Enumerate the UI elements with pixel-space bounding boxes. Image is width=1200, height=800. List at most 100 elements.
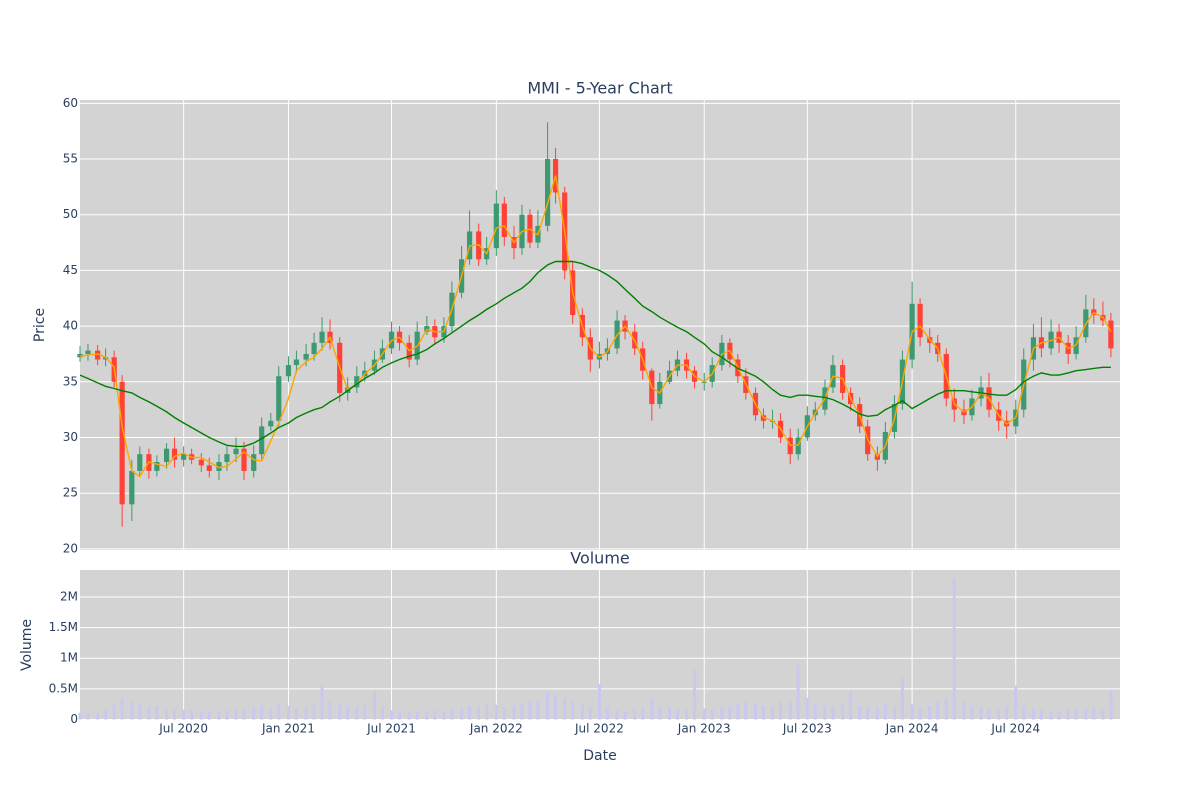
volume-bar [182,709,186,720]
y-tick-label: 0.5M [49,681,78,695]
volume-bar [536,702,540,720]
candle-body [129,470,135,505]
volume-bar [944,698,948,720]
x-tick-label: Jul 2022 [574,722,624,736]
candle-body [224,454,230,463]
volume-bar [78,712,82,720]
volume-bar [286,706,290,720]
candle-body [259,426,265,455]
volume-bar [520,703,524,720]
moving-average-line [79,175,1112,478]
x-tick-label: Jan 2022 [469,722,523,736]
volume-bar [962,702,966,720]
volume-bar [952,578,956,720]
candle-body [268,420,274,427]
volume-bar [546,691,550,720]
volume-bar [450,709,454,720]
candle-body [545,159,551,226]
volume-bar [597,683,601,720]
candle-body [251,454,257,471]
volume-bar [910,704,914,720]
y-axis-title: Price [32,308,48,342]
volume-bar [728,706,732,720]
candle-body [181,454,187,460]
volume-bar [675,709,679,720]
x-tick-label: Jul 2020 [158,722,208,736]
volume-bar [225,710,229,720]
candle-body [103,357,109,360]
volume-bar [979,707,983,720]
volume-bar [320,685,324,720]
candle-body [303,353,309,360]
volume-bar [96,713,100,720]
y-tick-label: 35 [63,374,78,388]
volume-bar [997,710,1001,720]
volume-bar [571,701,575,720]
y-tick-label: 40 [63,319,78,333]
volume-bar [753,703,757,720]
plot-background [80,100,1120,550]
volume-bar [615,710,619,720]
candle-body [154,462,160,471]
volume-bar [554,695,558,720]
volume-bar [900,676,904,720]
volume-bar [1084,708,1088,720]
volume-bar [407,712,411,720]
candle-body [917,303,923,338]
candle-body [171,448,178,460]
volume-bar [779,702,783,720]
volume-bar [304,707,308,720]
volume-bar [866,707,870,720]
y-tick-label: 2M [60,589,78,603]
volume-bar [165,708,169,720]
volume-bar [277,704,281,720]
volume-bar [702,708,706,720]
volume-bar [1101,709,1105,720]
volume-bar [338,703,342,720]
volume-bar [252,707,256,720]
x-tick-label: Jul 2024 [990,722,1040,736]
volume-bar [234,709,238,720]
volume-bar [1074,709,1078,720]
volume-bar [147,707,151,720]
y-tick-label: 60 [63,96,78,110]
candle-body [85,350,91,354]
candle-body [293,359,300,366]
volume-bar [1109,690,1113,720]
volume-bar [831,707,835,720]
volume-bar [650,699,654,720]
candle-body [206,465,212,471]
volume-bar [346,706,350,720]
volume-bar [1066,710,1070,720]
volume-bar [823,706,827,720]
candle-body [119,381,125,505]
volume-bar [805,698,809,720]
x-tick-label: Jan 2023 [677,722,731,736]
candle-body [501,203,507,238]
volume-bar [849,691,853,720]
volume-bar [720,707,724,720]
candle-body [216,462,222,471]
volume-bar [685,709,689,720]
x-axis-title: Date [583,748,616,764]
volume-bar [710,709,714,720]
volume-bar [813,704,817,720]
volume-bar [433,710,437,720]
candle-body [1108,320,1114,349]
y-tick-label: 50 [63,207,78,221]
volume-bar [242,709,246,720]
candle-body [137,454,143,471]
x-tick-label: Jan 2024 [885,722,939,736]
volume-bar [112,704,116,720]
volume-bar [605,707,609,720]
volume-bar [658,707,662,720]
volume-axis-title: Volume [19,619,35,671]
volume-bar [936,701,940,720]
volume-bar [918,707,922,720]
volume-bar [883,704,887,720]
candle-body [241,448,247,471]
volume-bar [1022,706,1026,720]
volume-bar [494,704,498,720]
volume-bar [485,704,489,720]
